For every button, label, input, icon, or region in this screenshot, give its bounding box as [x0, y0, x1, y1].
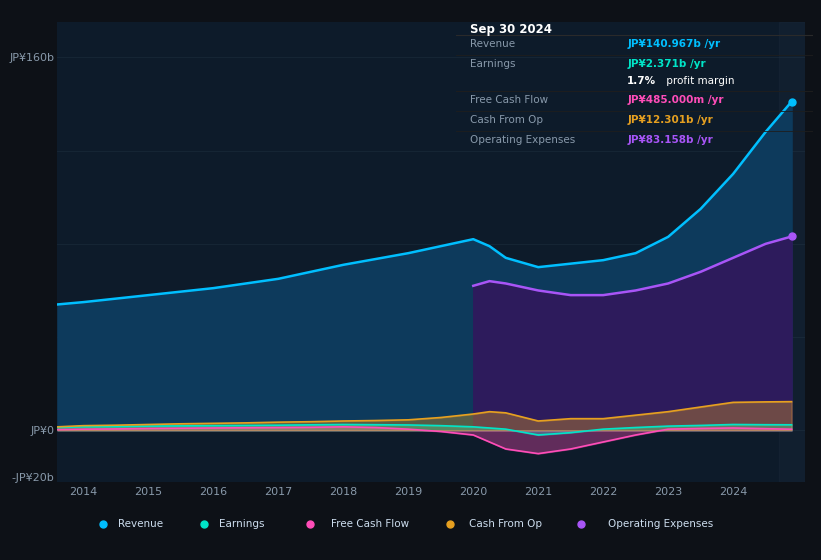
Text: Free Cash Flow: Free Cash Flow	[332, 519, 410, 529]
Text: Revenue: Revenue	[118, 519, 163, 529]
Text: Free Cash Flow: Free Cash Flow	[470, 95, 548, 105]
Text: Operating Expenses: Operating Expenses	[470, 135, 576, 145]
Text: Earnings: Earnings	[219, 519, 264, 529]
Text: JP¥2.371b /yr: JP¥2.371b /yr	[627, 59, 706, 69]
Bar	[778, 22, 805, 482]
Text: Cash From Op: Cash From Op	[470, 115, 543, 125]
Text: JP¥140.967b /yr: JP¥140.967b /yr	[627, 39, 720, 49]
Text: JP¥485.000m /yr: JP¥485.000m /yr	[627, 95, 723, 105]
Text: Revenue: Revenue	[470, 39, 515, 49]
Text: Cash From Op: Cash From Op	[469, 519, 542, 529]
Text: JP¥83.158b /yr: JP¥83.158b /yr	[627, 135, 713, 145]
Text: Operating Expenses: Operating Expenses	[608, 519, 713, 529]
Text: 1.7%: 1.7%	[627, 76, 656, 86]
Text: Sep 30 2024: Sep 30 2024	[470, 23, 552, 36]
Text: Earnings: Earnings	[470, 59, 516, 69]
Text: JP¥12.301b /yr: JP¥12.301b /yr	[627, 115, 713, 125]
Text: profit margin: profit margin	[663, 76, 734, 86]
